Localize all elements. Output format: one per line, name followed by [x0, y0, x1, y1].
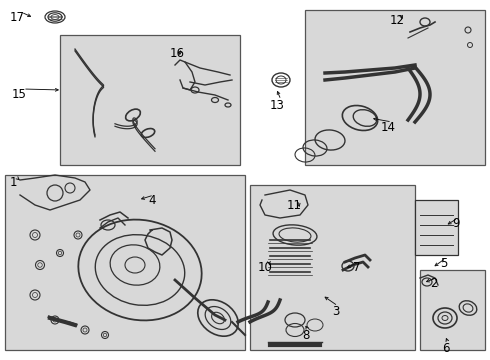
Text: 1: 1 — [10, 176, 18, 189]
Bar — [420, 270, 485, 350]
Text: 9: 9 — [452, 217, 460, 230]
Bar — [250, 185, 415, 350]
Text: 14: 14 — [381, 121, 396, 134]
Text: 3: 3 — [332, 305, 340, 318]
Bar — [415, 200, 458, 255]
Text: 5: 5 — [440, 257, 447, 270]
Text: 17: 17 — [10, 11, 25, 24]
Text: 12: 12 — [390, 14, 405, 27]
Text: 15: 15 — [12, 88, 27, 101]
Text: 16: 16 — [170, 47, 185, 60]
Text: 13: 13 — [270, 99, 285, 112]
Bar — [60, 35, 240, 165]
Text: 7: 7 — [353, 261, 361, 274]
Text: 11: 11 — [287, 199, 302, 212]
Text: 6: 6 — [442, 342, 449, 355]
Text: 8: 8 — [302, 329, 309, 342]
Text: 10: 10 — [258, 261, 273, 274]
Bar — [5, 175, 245, 350]
Text: 2: 2 — [430, 277, 438, 290]
Bar — [305, 10, 485, 165]
Text: 4: 4 — [148, 194, 155, 207]
